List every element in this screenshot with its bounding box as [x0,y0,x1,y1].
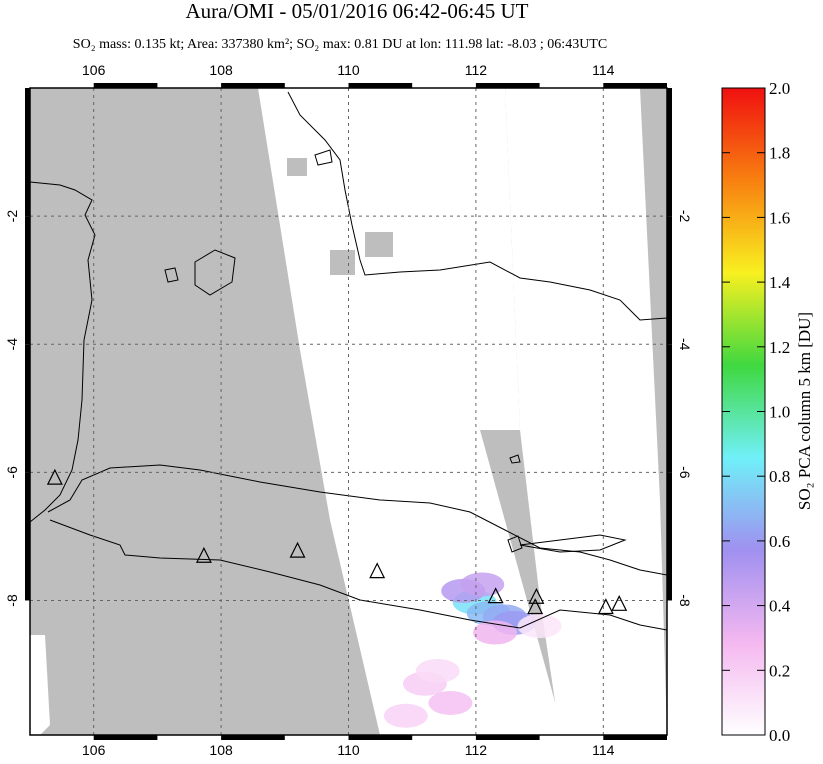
so2-pixel [517,614,562,639]
volcano [46,468,63,485]
x-tick-label: 110 [337,62,360,78]
frame-bar [221,735,285,740]
colorbar-tick-label: 2.0 [769,79,790,98]
so2-pixel [415,658,460,683]
chart-subtitle: SO₂ mass: 0.135 kt; Area: 337380 km²; SO… [73,37,607,52]
colorbar-tick-label: 0.8 [769,467,790,486]
volcano [289,541,306,558]
colorbar-tick-label: 1.8 [769,144,790,163]
volcano [195,546,212,563]
y-tick-label: -8 [677,594,693,607]
coastline [164,267,179,283]
coastline [507,535,523,553]
x-tick-label: 114 [592,742,615,758]
x-tick-label: 106 [82,62,106,78]
frame-bar [25,216,30,345]
y-tick-label: -6 [677,466,693,479]
coastline [287,91,667,321]
colorbar-tick-label: 1.6 [769,208,790,227]
frame-bar [93,735,158,740]
coastline [194,249,236,296]
colorbar-label: SO₂ PCA column 5 km [DU] [795,312,814,510]
coastline [30,181,96,523]
coastline [519,534,627,553]
frame-bar [667,216,672,345]
coastline [314,149,333,166]
no-data [330,250,355,275]
colorbar-tick-label: 0.0 [769,726,790,745]
y-tick-label: -2 [4,210,20,223]
colorbar-tick-label: 1.0 [769,403,790,422]
y-tick-label: -6 [4,466,20,479]
x-tick-label: 108 [209,62,233,78]
colorbar-tick-label: 1.2 [769,338,790,357]
volcano [369,562,386,579]
x-tick-label: 112 [465,62,488,78]
x-tick-label: 114 [592,62,615,78]
colorbar-tick-label: 0.2 [769,661,790,680]
frame-bar [667,344,672,473]
swath [505,88,667,735]
volcano [611,594,628,611]
so2-pixel [428,690,473,715]
x-tick-label: 108 [209,742,233,758]
swath [400,88,520,430]
frame-bar [603,83,667,88]
frame-bar [475,735,540,740]
colorbar-tick-label: 0.4 [769,597,791,616]
no-data [287,158,307,176]
y-tick-label: -4 [4,338,20,351]
frame-bar [25,344,30,473]
frame-bar [667,88,672,217]
frame-bar [348,83,413,88]
x-tick-label: 110 [337,742,360,758]
volcano [597,598,614,615]
frame-bar [475,83,540,88]
so2-pixel [383,703,428,728]
chart-title: Aura/OMI - 05/01/2016 06:42-06:45 UT [186,0,529,23]
frame-bar [667,472,672,601]
volcano [527,598,544,615]
frame-bar [25,472,30,601]
so2-pixel [473,620,518,645]
y-tick-label: -4 [677,338,693,351]
so2-pixel [460,572,505,597]
volcano [487,587,504,604]
no-data [365,232,393,257]
colorbar-tick-label: 0.6 [769,532,790,551]
swath-edge [30,635,50,735]
coastline [49,519,667,631]
map-area [30,88,667,735]
coastline [509,454,521,464]
colorbar-tick-label: 1.4 [769,273,791,292]
x-tick-label: 106 [82,742,106,758]
frame-bar [221,83,285,88]
frame-bar [25,88,30,217]
y-tick-label: -8 [4,594,20,607]
frame-bar [348,735,413,740]
frame-bar [603,735,667,740]
x-tick-label: 112 [465,742,488,758]
y-tick-label: -2 [677,210,693,223]
frame-bar [93,83,158,88]
